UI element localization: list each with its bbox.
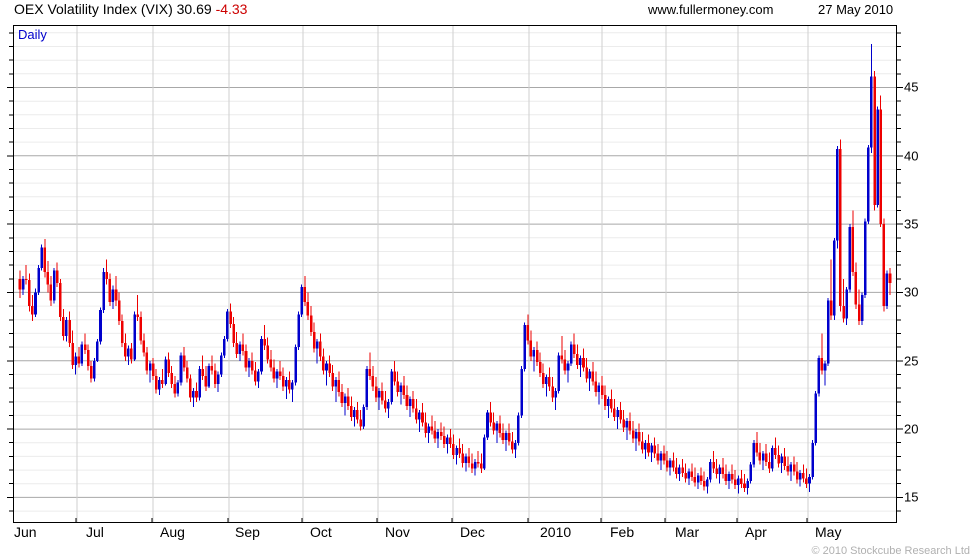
y-tick-label-25: 25	[904, 353, 919, 369]
y-tick-label-30: 30	[904, 284, 919, 300]
y-tick-label-15: 15	[904, 489, 919, 505]
copyright-notice: © 2010 Stockcube Research Ltd	[811, 545, 970, 557]
y-tick-label-35: 35	[904, 216, 919, 232]
y-tick-label-45: 45	[904, 79, 919, 95]
x-tick-label-dec: Dec	[460, 524, 485, 540]
x-tick-label-aug: Aug	[160, 524, 185, 540]
grid-lines	[14, 26, 896, 522]
x-tick-label-nov: Nov	[385, 524, 410, 540]
frequency-label: Daily	[18, 27, 47, 42]
x-tick-label-feb: Feb	[610, 524, 635, 540]
plot-area[interactable]: Daily	[13, 25, 897, 523]
x-tick-label-may: May	[815, 524, 842, 540]
chart-title: OEX Volatility Index (VIX) 30.69 -4.33	[14, 1, 247, 17]
candlestick-series	[18, 43, 892, 495]
x-axis-ticks	[75, 518, 808, 523]
x-tick-label-mar: Mar	[675, 524, 700, 540]
y-tick-label-20: 20	[904, 421, 919, 437]
x-tick-label-jun: Jun	[14, 524, 37, 540]
x-tick-label-oct: Oct	[310, 524, 332, 540]
y-axis-ticks	[897, 32, 903, 512]
x-tick-label-2010: 2010	[540, 524, 572, 540]
y-tick-label-40: 40	[904, 148, 919, 164]
price-change: -4.33	[215, 1, 248, 17]
x-tick-label-apr: Apr	[745, 524, 767, 540]
y-axis-labels: 45 40 35 30 25 20 15	[899, 25, 959, 525]
last-price: 30.69	[176, 1, 212, 17]
chart-header: OEX Volatility Index (VIX) 30.69 -4.33 w…	[0, 0, 980, 22]
x-tick-label-jul: Jul	[86, 524, 104, 540]
left-axis-ticks	[7, 32, 13, 512]
x-axis-labels: Jun Jul Aug Sep Oct Nov Dec 2010 Feb Mar Apr May	[0, 524, 980, 544]
instrument-name: OEX Volatility Index (VIX)	[14, 1, 173, 17]
site-url[interactable]: www.fullermoney.com	[648, 2, 774, 17]
x-tick-label-sep: Sep	[235, 524, 260, 540]
quote-date: 27 May 2010	[818, 2, 894, 17]
